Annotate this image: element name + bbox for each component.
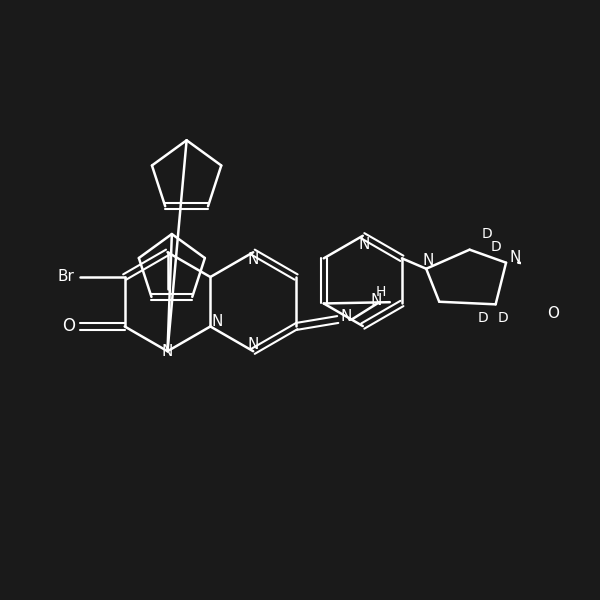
Text: D: D [490, 240, 501, 254]
Text: N: N [248, 337, 259, 352]
Text: D: D [477, 311, 488, 325]
Text: D: D [497, 311, 508, 325]
Text: N: N [359, 237, 370, 252]
Text: N: N [370, 293, 382, 308]
Text: D: D [482, 227, 493, 241]
Text: O: O [547, 307, 559, 322]
Text: N: N [422, 253, 434, 268]
Text: N: N [162, 344, 173, 359]
Text: O: O [599, 256, 600, 271]
Text: N: N [341, 308, 352, 323]
Text: H: H [376, 285, 386, 299]
Text: N: N [509, 250, 520, 265]
Text: N: N [212, 314, 223, 329]
Text: O: O [62, 317, 76, 335]
Text: Br: Br [57, 269, 74, 284]
Text: N: N [248, 252, 259, 267]
